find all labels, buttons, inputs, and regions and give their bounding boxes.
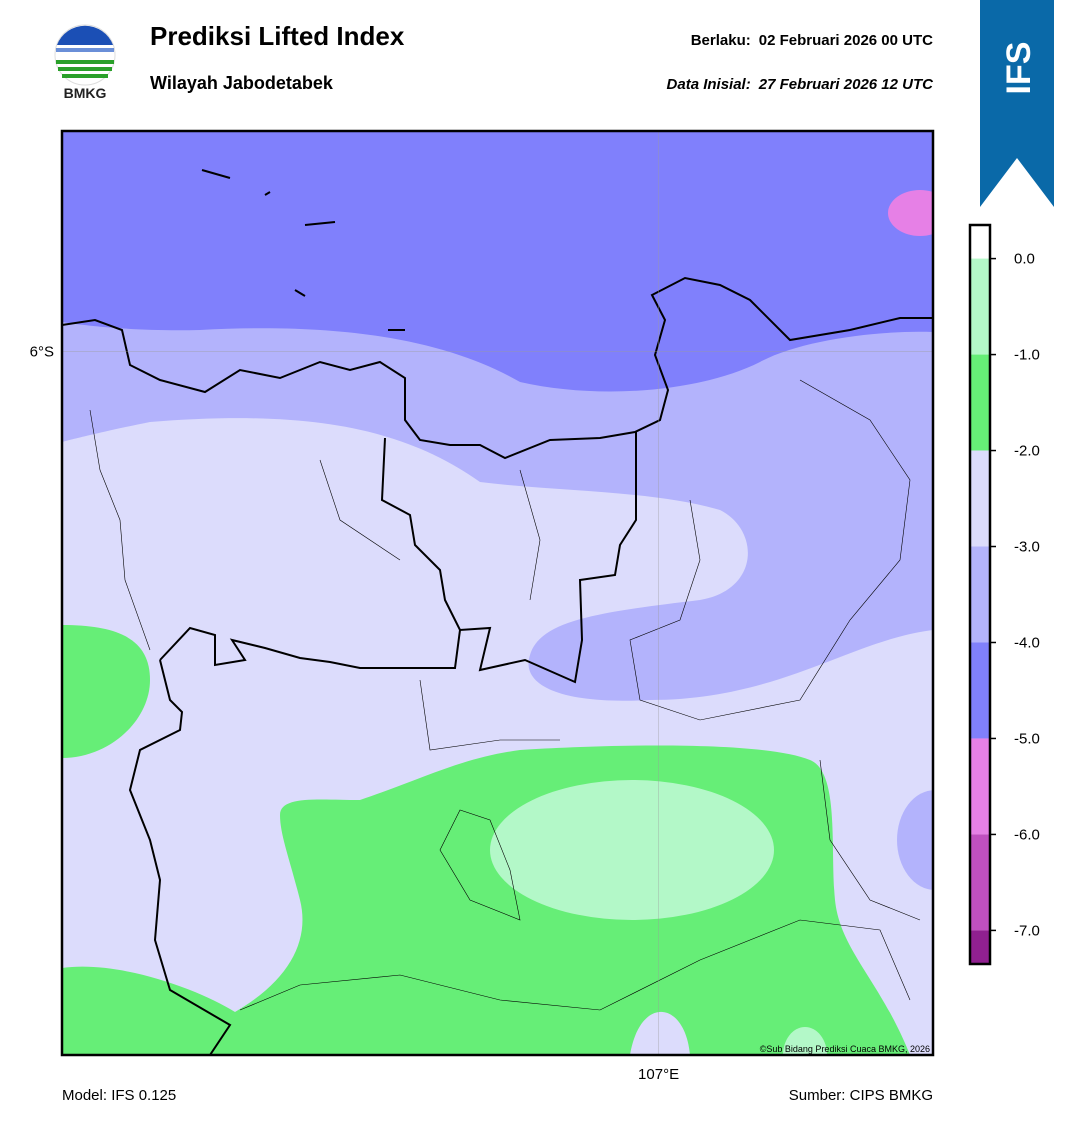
valid-time: Berlaku: 02 Februari 2026 00 UTC (691, 32, 933, 49)
init-label: Data Inisial: (667, 76, 751, 93)
logo-text: BMKG (64, 85, 107, 101)
map-frame (60, 129, 935, 1057)
init-time: Data Inisial: 27 Februari 2026 12 UTC (667, 76, 935, 93)
colorbar-tick-label: -6.0 (1014, 826, 1040, 843)
colorbar-segment (970, 834, 990, 931)
graticule (62, 131, 933, 1055)
colorbar-segment (970, 354, 990, 451)
badge-text: IFS (1000, 42, 1038, 95)
copyright: ©Sub Bidang Prediksi Cuaca BMKG, 2026 (760, 1044, 930, 1054)
colorbar-segment (970, 642, 990, 739)
subtitle: Wilayah Jabodetabek (150, 73, 334, 93)
footer-model: Model: IFS 0.125 (62, 1087, 176, 1104)
map-field (62, 131, 933, 1055)
logo: BMKG (54, 24, 116, 101)
colorbar-frame (968, 223, 992, 966)
colorbar-segment (970, 258, 990, 355)
colorbar-segment (970, 546, 990, 643)
colorbar-tick-label: -3.0 (1014, 539, 1040, 556)
colorbar-tick-label: -7.0 (1014, 922, 1040, 939)
footer-source: Sumber: CIPS BMKG (789, 1087, 933, 1104)
colorbar-tick-label: 0.0 (1014, 251, 1035, 268)
lon-tick-label: 107°E (638, 1066, 679, 1083)
colorbar-tick-label: -4.0 (1014, 634, 1040, 651)
colorbar-segment (970, 738, 990, 835)
title: Prediksi Lifted Index (150, 21, 405, 51)
valid-label: Berlaku: (691, 32, 751, 49)
colorbar-segment (970, 225, 990, 259)
colorbar-segment (970, 930, 990, 964)
colorbar-tick-label: -1.0 (1014, 347, 1040, 364)
colorbar-tick-label: -2.0 (1014, 443, 1040, 460)
valid-value: 02 Februari 2026 00 UTC (759, 32, 933, 49)
colorbar-tick-label: -5.0 (1014, 730, 1040, 747)
init-value: 27 Februari 2026 12 UTC (758, 76, 934, 93)
lat-tick-label: 6°S (30, 344, 54, 361)
colorbar: 0.0 -1.0 -2.0 -3.0 -4.0 -5.0 -6.0 -7.0 (968, 223, 1040, 966)
colorbar-segment (970, 450, 990, 547)
badge (980, 0, 1054, 207)
